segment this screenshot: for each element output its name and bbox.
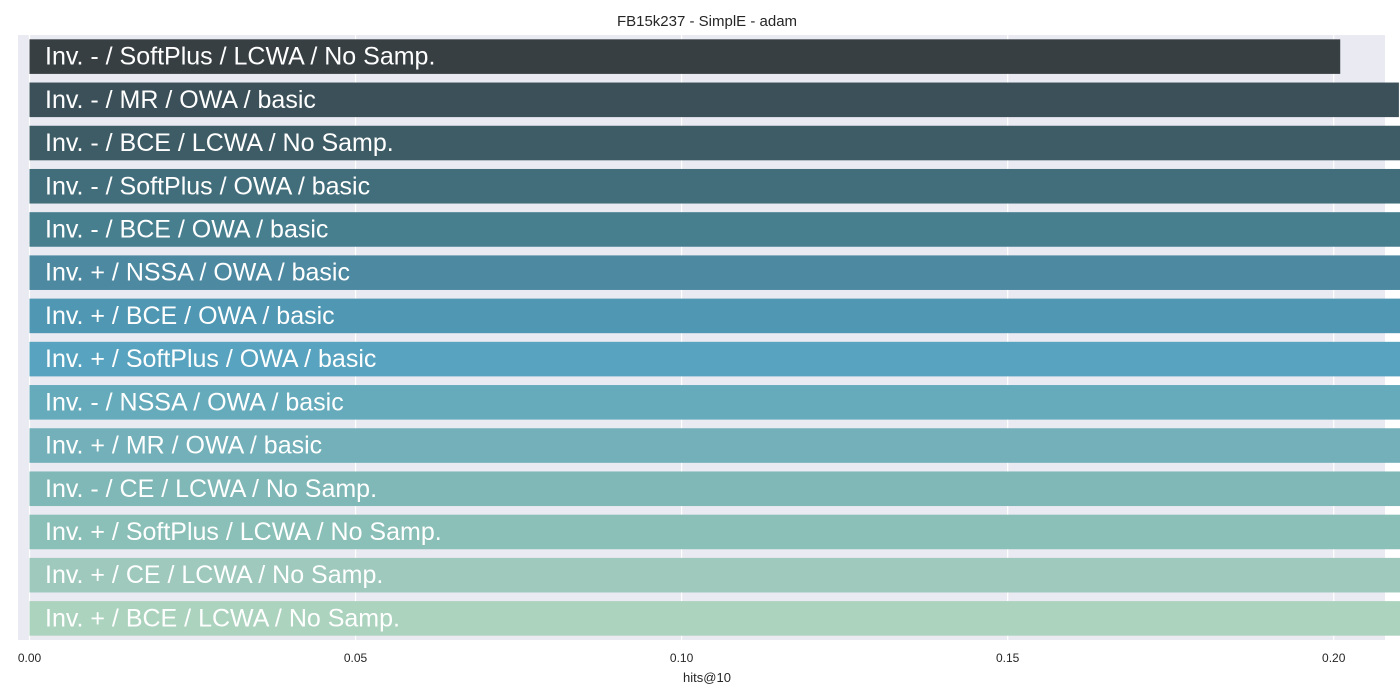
bar (29, 168, 1400, 204)
bar (29, 212, 1400, 247)
x-tick-label: 0.05 (344, 651, 368, 665)
bar (29, 601, 1400, 636)
bar-label: Inv. + / SoftPlus / LCWA / No Samp. (45, 518, 442, 546)
bar-label: Inv. - / SoftPlus / OWA / basic (45, 172, 370, 200)
bar-label: Inv. + / CE / LCWA / No Samp. (45, 561, 383, 589)
bar (29, 341, 1400, 377)
x-tick-label: 0.00 (18, 651, 42, 665)
bar (29, 82, 1399, 118)
bar (29, 39, 1341, 74)
bar-label: Inv. - / SoftPlus / LCWA / No Samp. (45, 43, 435, 71)
x-tick-label: 0.20 (1322, 651, 1346, 665)
bar-label: Inv. + / NSSA / OWA / basic (45, 259, 350, 287)
bar-label: Inv. + / BCE / OWA / basic (45, 302, 335, 330)
bar (29, 125, 1400, 161)
bar-label: Inv. - / BCE / OWA / basic (45, 215, 328, 243)
bar (29, 471, 1400, 507)
bar (29, 428, 1400, 463)
x-tick-label: 0.15 (996, 651, 1020, 665)
x-tick-labels: 0.000.050.100.150.200.250.300.350.40 (18, 651, 1346, 665)
bar-label: Inv. - / NSSA / OWA / basic (45, 388, 344, 416)
bar-label: Inv. - / CE / LCWA / No Samp. (45, 475, 377, 503)
bar (29, 557, 1400, 593)
x-tick-label: 0.10 (670, 651, 694, 665)
bar (29, 255, 1400, 290)
bar-label: Inv. + / BCE / LCWA / No Samp. (45, 604, 400, 632)
bars-group: Inv. - / SoftPlus / LCWA / No Samp. Inv. … (29, 39, 1400, 636)
bar (29, 514, 1400, 550)
bar-label: Inv. + / SoftPlus / OWA / basic (45, 345, 376, 373)
bar-label: Inv. + / MR / OWA / basic (45, 432, 322, 460)
bar-label: Inv. - / BCE / LCWA / No Samp. (45, 129, 394, 157)
bar-label: Inv. - / MR / OWA / basic (45, 86, 316, 114)
x-axis-label: hits@10 (683, 670, 731, 685)
bar (29, 298, 1400, 334)
bar (29, 385, 1400, 420)
chart-title: FB15k237 - SimplE - adam (617, 13, 797, 30)
